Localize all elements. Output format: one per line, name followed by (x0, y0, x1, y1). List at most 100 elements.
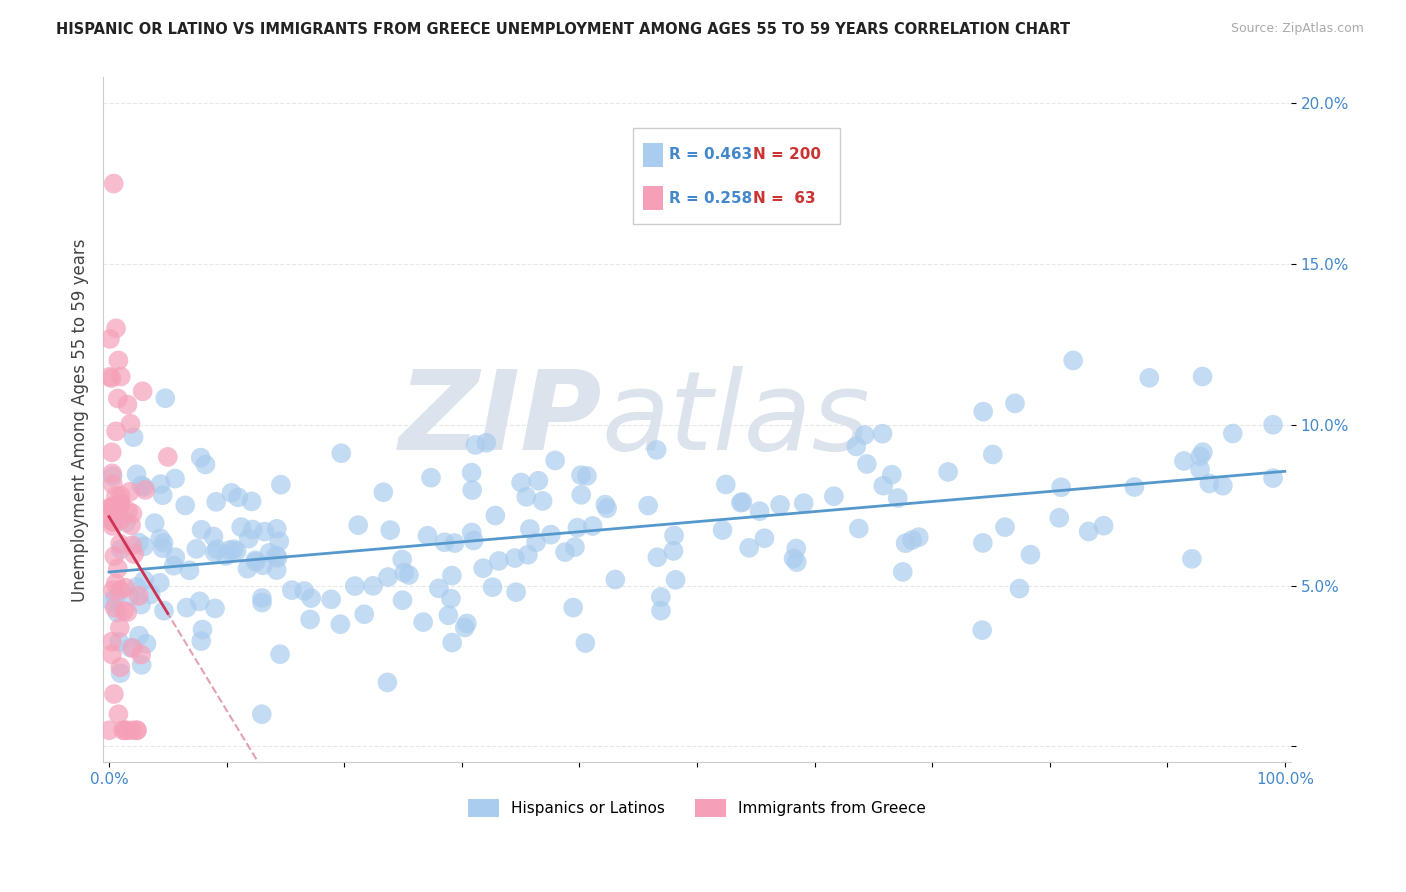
Point (104, 576, 127, 591)
Point (266, 549, 288, 563)
Point (299, 612, 322, 626)
Point (100, 371, 122, 385)
Point (103, 177, 125, 191)
Point (149, 532, 172, 546)
Point (202, 529, 225, 543)
Point (593, 498, 616, 512)
Point (104, 489, 127, 503)
Point (412, 615, 434, 629)
Point (225, 544, 247, 558)
Point (101, 583, 124, 598)
Point (475, 435, 498, 450)
Point (373, 485, 395, 500)
Point (101, 648, 124, 662)
Point (165, 472, 187, 486)
Point (347, 518, 370, 533)
Point (516, 548, 538, 562)
Point (179, 563, 201, 577)
Point (894, 536, 917, 550)
Point (1198, 476, 1220, 491)
Point (176, 600, 198, 615)
Point (269, 534, 291, 549)
Point (391, 552, 413, 566)
Point (433, 535, 456, 549)
Point (569, 468, 592, 483)
Text: ZIP: ZIP (398, 367, 602, 474)
Point (120, 589, 142, 603)
Point (240, 494, 263, 508)
Point (754, 531, 776, 545)
Point (98, 500, 121, 515)
Point (266, 563, 288, 577)
Text: N = 200: N = 200 (754, 147, 821, 162)
Point (488, 554, 510, 568)
Point (107, 353, 129, 368)
Point (186, 541, 208, 556)
Point (122, 547, 145, 561)
Point (531, 494, 554, 508)
Point (440, 591, 463, 606)
Point (901, 533, 924, 547)
Point (190, 634, 212, 648)
Point (463, 533, 485, 548)
Point (101, 500, 124, 514)
Point (1261, 417, 1284, 432)
Point (731, 495, 754, 509)
Point (519, 522, 541, 536)
Point (108, 621, 131, 635)
Point (110, 666, 132, 681)
Point (515, 490, 537, 504)
Point (281, 583, 304, 598)
Point (972, 623, 994, 637)
Point (1077, 524, 1099, 539)
Point (637, 499, 659, 513)
Point (101, 515, 124, 529)
Point (165, 550, 187, 565)
Point (454, 620, 477, 634)
Point (1192, 445, 1215, 459)
Point (650, 604, 672, 618)
Point (786, 555, 808, 569)
Point (125, 580, 148, 594)
Point (456, 616, 478, 631)
Point (574, 636, 596, 650)
Point (524, 535, 547, 549)
Point (122, 430, 145, 444)
Point (714, 477, 737, 491)
Point (1092, 518, 1115, 533)
Point (461, 525, 484, 540)
Point (782, 551, 804, 566)
Point (972, 404, 994, 418)
Point (139, 587, 162, 601)
Text: R = 0.258: R = 0.258 (669, 191, 752, 206)
Point (110, 542, 132, 557)
Point (907, 530, 929, 544)
Point (292, 584, 315, 599)
Point (793, 496, 815, 510)
Point (353, 607, 375, 622)
Point (143, 516, 166, 530)
Point (112, 604, 135, 618)
Point (1173, 454, 1195, 468)
Point (98, 502, 121, 516)
Point (564, 540, 586, 554)
Point (330, 446, 353, 460)
Point (569, 488, 592, 502)
Point (110, 496, 132, 510)
Point (190, 450, 212, 465)
Point (98, 369, 121, 384)
Text: atlas: atlas (602, 367, 870, 474)
Point (135, 637, 157, 651)
Point (253, 524, 276, 539)
Point (110, 660, 132, 674)
Point (188, 594, 211, 608)
Point (128, 629, 150, 643)
Point (125, 723, 148, 738)
Point (605, 573, 627, 587)
Point (194, 458, 217, 472)
Point (250, 596, 273, 610)
Point (270, 477, 292, 491)
Point (129, 598, 152, 612)
Point (103, 549, 125, 563)
Point (190, 523, 212, 537)
